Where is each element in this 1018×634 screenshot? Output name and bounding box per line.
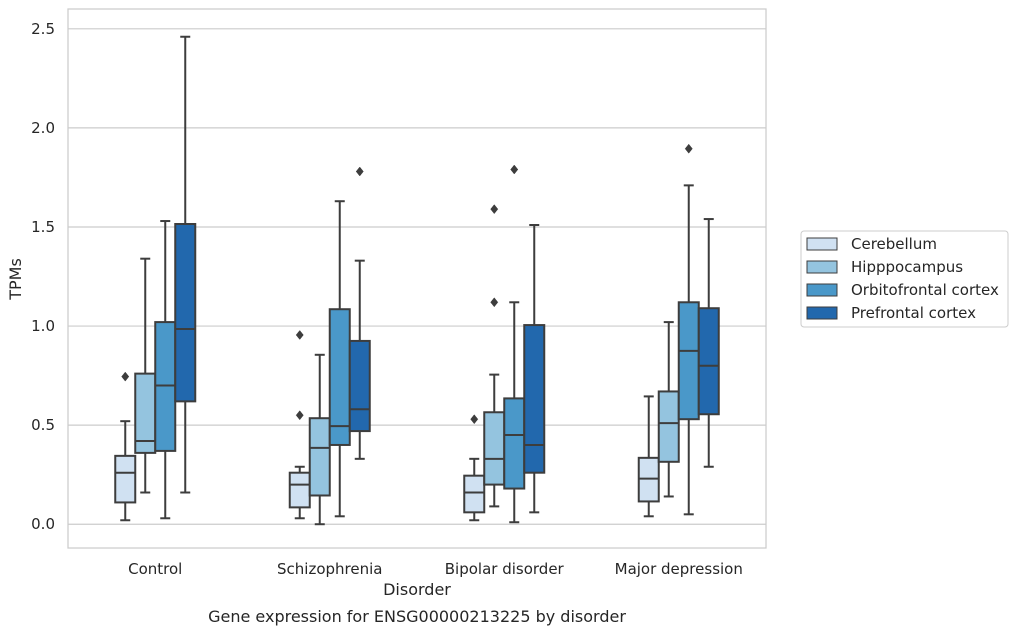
y-tick-label: 0.0 — [31, 515, 55, 533]
outlier-point — [470, 414, 479, 425]
box — [174, 35, 197, 494]
y-tick-label: 1.0 — [31, 317, 55, 335]
box-body — [697, 307, 720, 416]
box — [463, 414, 486, 522]
x-tick-label: Bipolar disorder — [445, 560, 565, 578]
legend-swatch — [806, 306, 838, 320]
box-body — [657, 390, 680, 463]
outlier-point — [295, 410, 304, 421]
box-body — [308, 417, 331, 497]
legend-swatch — [806, 283, 838, 297]
box — [308, 353, 331, 526]
legend-frame — [800, 230, 1009, 328]
x-tick-label: Control — [128, 560, 182, 578]
box — [328, 200, 351, 518]
box-body — [174, 223, 197, 403]
box — [348, 166, 371, 460]
box-body — [328, 308, 351, 446]
chart-caption: Gene expression for ENSG00000213225 by d… — [208, 607, 626, 626]
outlier-point — [295, 330, 304, 340]
box — [154, 220, 177, 520]
y-tick-label: 0.5 — [31, 416, 55, 434]
box-body — [483, 411, 506, 486]
box — [483, 204, 506, 508]
plot-frame — [67, 8, 767, 549]
box-body — [677, 301, 700, 421]
outlier-point — [355, 166, 364, 177]
x-tick-label: Schizophrenia — [277, 560, 382, 578]
legend-label: Orbitofrontal cortex — [851, 281, 999, 299]
box — [134, 257, 157, 494]
box-body — [463, 474, 486, 514]
legend-label: Hipppocampus — [851, 258, 963, 276]
box-plot-area — [114, 35, 720, 526]
box-body — [288, 471, 311, 509]
legend: Cerebellum Hipppocampus Orbitofrontal cort… — [800, 230, 1009, 328]
box — [697, 218, 720, 468]
legend-swatch — [806, 237, 838, 251]
outlier-point — [490, 204, 499, 215]
outlier-point — [490, 297, 499, 308]
y-tick-labels: 0.0 0.5 1.0 1.5 2.0 2.5 — [31, 20, 55, 533]
box — [114, 371, 137, 522]
box-body — [503, 397, 526, 490]
x-tick-labels: Control Schizophrenia Bipolar disorder Majo… — [128, 560, 743, 578]
legend-label: Prefrontal cortex — [851, 304, 976, 322]
box — [523, 223, 546, 514]
box — [677, 143, 700, 516]
box-body — [348, 339, 371, 433]
legend-swatch — [806, 260, 838, 274]
y-tick-label: 1.5 — [31, 218, 55, 236]
outlier-point — [510, 164, 519, 175]
y-axis-title: TPMs — [6, 258, 25, 301]
box — [657, 321, 680, 498]
outlier-point — [684, 143, 693, 154]
box-body — [114, 454, 137, 504]
box — [288, 330, 311, 520]
box — [503, 164, 526, 524]
box — [637, 395, 660, 518]
outlier-point — [121, 371, 130, 382]
box-body — [523, 324, 546, 474]
legend-label: Cerebellum — [851, 235, 937, 253]
y-tick-label: 2.5 — [31, 20, 55, 38]
x-axis-title: Disorder — [383, 580, 451, 599]
y-tick-label: 2.0 — [31, 119, 55, 137]
x-tick-label: Major depression — [615, 560, 743, 578]
